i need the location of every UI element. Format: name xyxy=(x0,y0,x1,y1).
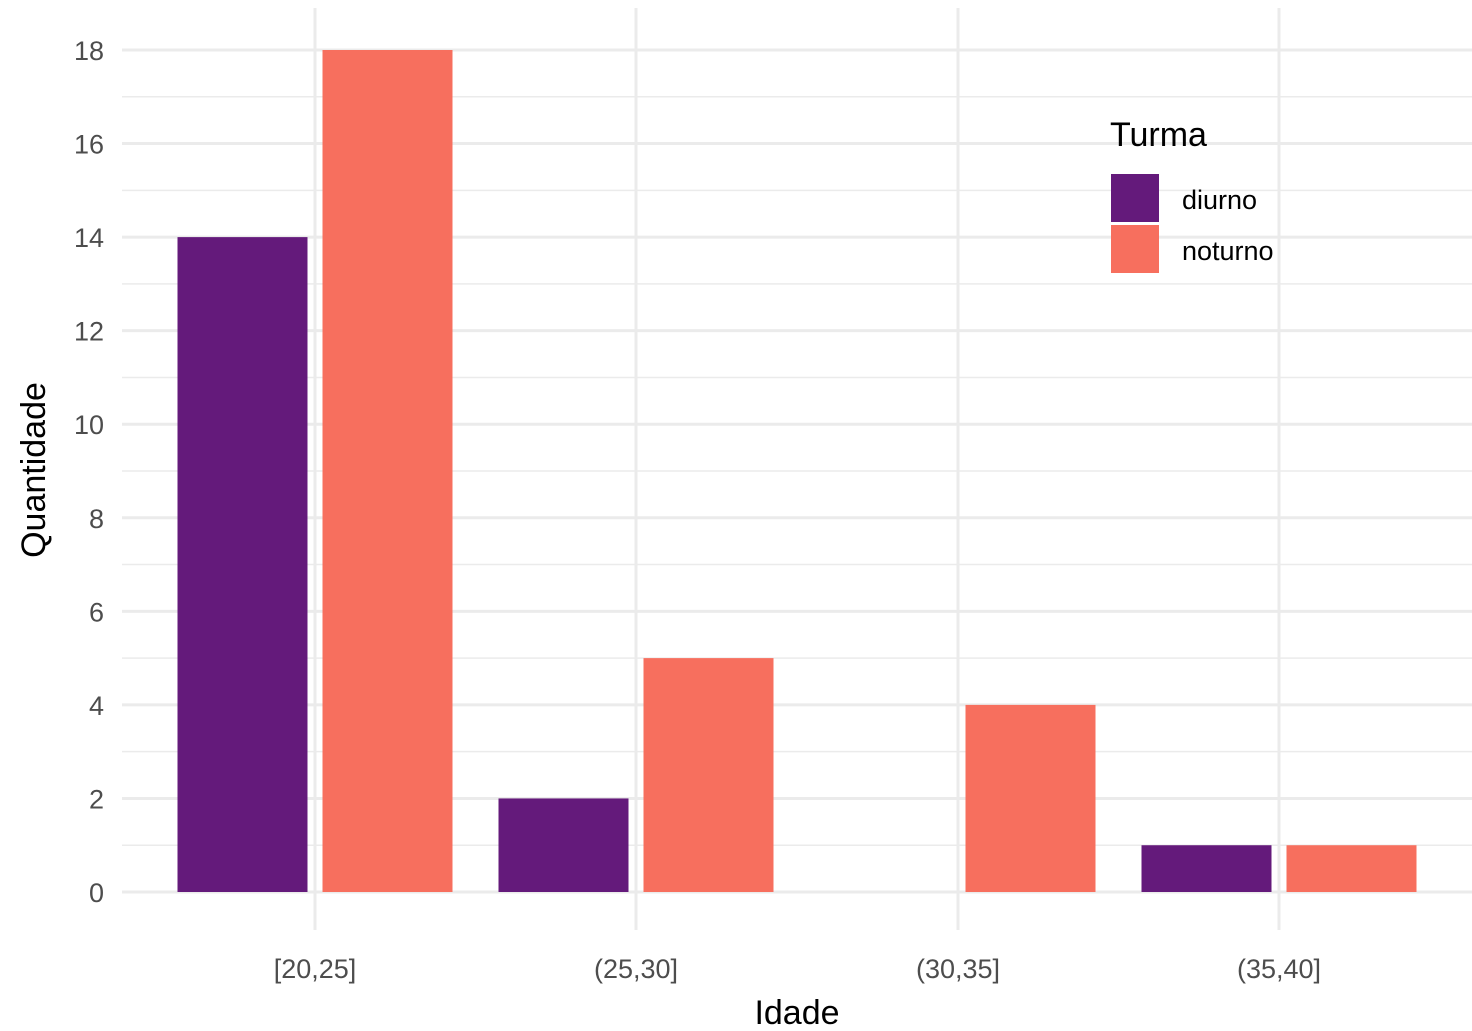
y-tick-label: 16 xyxy=(74,130,104,160)
x-tick-label: (25,30] xyxy=(594,954,678,984)
bars xyxy=(177,50,1417,893)
bar-noturno-3 xyxy=(1286,845,1417,892)
bar-diurno-3 xyxy=(1141,845,1272,892)
x-tick-label: [20,25] xyxy=(274,954,357,984)
legend-label-noturno: noturno xyxy=(1182,236,1274,266)
legend-items: diurno noturno xyxy=(1111,174,1274,273)
bar-diurno-0 xyxy=(177,237,308,893)
y-tick-label: 0 xyxy=(89,878,104,908)
y-tick-label: 18 xyxy=(74,36,104,66)
x-tick-label: (35,40] xyxy=(1237,954,1321,984)
y-tick-label: 4 xyxy=(89,691,104,721)
x-axis-title: Idade xyxy=(754,994,839,1031)
bar-noturno-0 xyxy=(322,50,453,892)
y-tick-label: 14 xyxy=(74,223,104,253)
legend-title: Turma xyxy=(1110,116,1207,154)
x-tick-label: (30,35] xyxy=(916,954,1000,984)
bar-noturno-1 xyxy=(643,658,774,892)
bar-noturno-2 xyxy=(965,704,1096,892)
legend-swatch-diurno xyxy=(1111,174,1159,222)
y-tick-label: 2 xyxy=(89,784,104,814)
legend: Turma diurno noturno xyxy=(1110,116,1274,273)
legend-label-diurno: diurno xyxy=(1182,185,1257,215)
x-axis-ticks: [20,25] (25,30] (30,35] (35,40] xyxy=(274,954,1321,984)
y-tick-label: 10 xyxy=(74,410,104,440)
bar-diurno-1 xyxy=(498,798,629,892)
legend-swatch-noturno xyxy=(1111,225,1159,273)
y-tick-label: 12 xyxy=(74,317,104,347)
y-axis-title: Quantidade xyxy=(15,382,53,558)
y-tick-label: 6 xyxy=(89,597,104,627)
y-axis-ticks: 0 2 4 6 8 10 12 14 16 18 xyxy=(74,36,104,908)
y-tick-label: 8 xyxy=(89,504,104,534)
